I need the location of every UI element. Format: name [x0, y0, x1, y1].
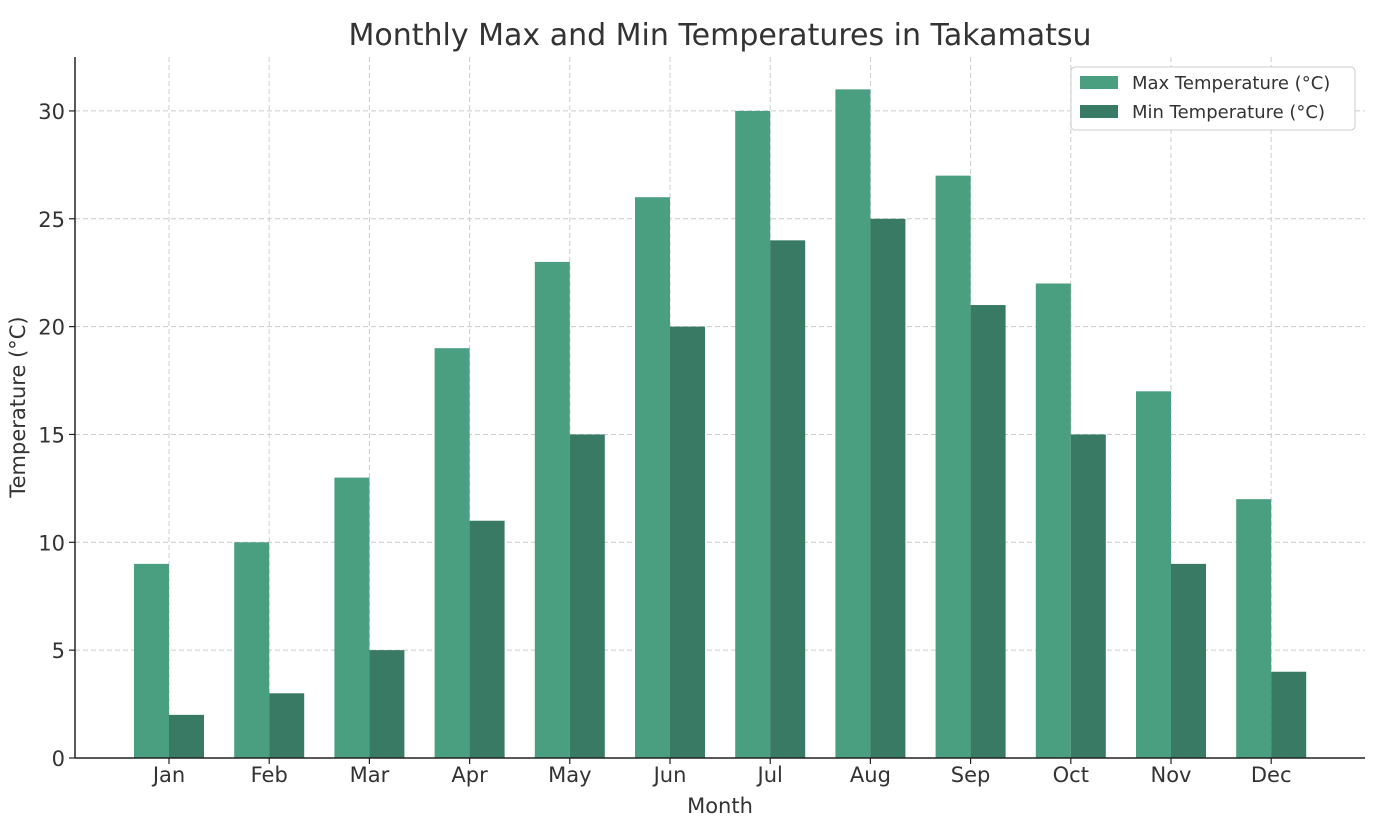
x-tick-label: Jan — [151, 763, 185, 787]
x-tick-label: Jun — [652, 763, 687, 787]
bar-max-apr — [434, 348, 470, 758]
x-tick-label: Mar — [350, 763, 390, 787]
y-tick-label: 30 — [38, 100, 65, 124]
bar-max-jan — [134, 563, 169, 758]
bar-max-feb — [234, 542, 270, 758]
x-axis-label: Month — [687, 794, 753, 818]
y-tick-label: 0 — [52, 747, 65, 771]
bar-min-mar — [369, 650, 405, 758]
bar-min-nov — [1171, 563, 1206, 758]
legend-swatch-max — [1080, 76, 1118, 89]
bar-min-sep — [970, 305, 1006, 758]
y-tick-label: 25 — [38, 208, 65, 232]
bar-max-mar — [334, 477, 370, 758]
legend-swatch-min — [1080, 105, 1118, 118]
bar-max-sep — [935, 175, 971, 759]
x-tick-label: Apr — [451, 763, 488, 787]
legend: Max Temperature (°C) Min Temperature (°C… — [1070, 66, 1356, 131]
x-tick-label: Aug — [850, 763, 891, 787]
x-tick-label: Dec — [1251, 763, 1292, 787]
bar-max-jun — [635, 197, 670, 758]
bar-min-may — [569, 434, 605, 758]
bar-max-jul — [735, 110, 771, 758]
y-ticks: 0 5 10 15 20 25 30 — [38, 100, 75, 771]
bar-min-oct — [1070, 434, 1106, 758]
x-tick-label: May — [548, 763, 591, 787]
legend-box — [1070, 66, 1356, 131]
bar-max-nov — [1136, 391, 1171, 758]
y-axis-label: Temperature (°C) — [6, 316, 30, 498]
bar-min-aug — [870, 218, 906, 758]
y-tick-label: 5 — [52, 639, 65, 663]
y-tick-label: 15 — [38, 423, 65, 447]
bar-max-oct — [1035, 283, 1071, 758]
bar-min-dec — [1271, 671, 1307, 758]
bars — [134, 89, 1307, 759]
bar-min-jan — [169, 714, 204, 758]
x-tick-label: Jul — [756, 763, 783, 787]
x-tick-label: Sep — [951, 763, 991, 787]
bar-max-dec — [1236, 499, 1272, 758]
y-tick-label: 20 — [38, 316, 65, 340]
bar-max-may — [534, 261, 570, 758]
x-tick-label: Feb — [251, 763, 288, 787]
bar-min-jul — [770, 240, 806, 759]
bar-min-apr — [469, 520, 505, 758]
bar-min-jun — [670, 326, 705, 758]
x-ticks: Jan Feb Mar Apr May Jun Jul Aug Sep Oct Nov Dec — [151, 758, 1292, 787]
x-tick-label: Oct — [1053, 763, 1089, 787]
bar-min-feb — [269, 693, 305, 758]
y-tick-label: 10 — [38, 531, 65, 555]
legend-label-min: Min Temperature (°C) — [1132, 102, 1325, 123]
legend-label-max: Max Temperature (°C) — [1132, 73, 1330, 94]
bar-max-aug — [835, 89, 871, 759]
chart-title: Monthly Max and Min Temperatures in Taka… — [348, 18, 1091, 53]
x-tick-label: Nov — [1151, 763, 1192, 787]
